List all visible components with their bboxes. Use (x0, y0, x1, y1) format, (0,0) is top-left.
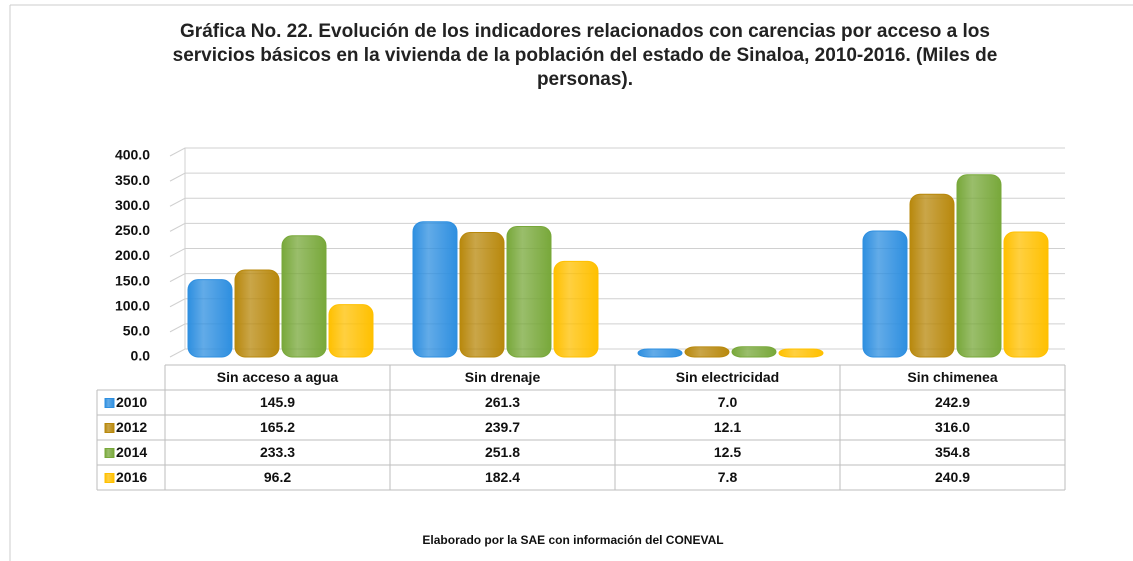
table-value: 96.2 (264, 469, 291, 485)
x-tick-label: Sin drenaje (465, 369, 541, 385)
legend-label: 2012 (116, 419, 147, 435)
table-value: 240.9 (935, 469, 970, 485)
legend-label: 2016 (116, 469, 147, 485)
y-tick-label: 100.0 (115, 297, 150, 313)
table-value: 165.2 (260, 419, 295, 435)
legend-swatch (104, 473, 115, 483)
y-tick-label: 400.0 (115, 147, 150, 163)
table-value: 145.9 (260, 394, 295, 410)
chart-title: Gráfica No. 22. Evolución de los indicad… (172, 21, 998, 90)
bar (956, 174, 1002, 358)
bar (1003, 231, 1049, 358)
bar (412, 221, 458, 358)
note: Elaborado por la SAE con información del… (422, 533, 723, 547)
bar (909, 193, 955, 358)
grid-line (169, 147, 1065, 157)
table-value: 251.8 (485, 444, 520, 460)
grid-line (169, 172, 1065, 182)
y-tick-label: 250.0 (115, 222, 150, 238)
bar (731, 346, 777, 358)
legend-label: 2010 (116, 394, 147, 410)
y-tick-label: 350.0 (115, 172, 150, 188)
legend-label: 2014 (116, 444, 147, 460)
table-value: 239.7 (485, 419, 520, 435)
table-value: 7.0 (718, 394, 738, 410)
table-value: 316.0 (935, 419, 970, 435)
x-tick-label: Sin chimenea (907, 369, 997, 385)
bar (862, 230, 908, 358)
table-value: 182.4 (485, 469, 520, 485)
legend-swatch (104, 423, 115, 433)
bar (234, 269, 280, 358)
y-tick-label: 0.0 (131, 348, 151, 364)
bar (459, 232, 505, 358)
bar (281, 235, 327, 358)
bar (778, 348, 824, 358)
table-value: 7.8 (718, 469, 738, 485)
bar (684, 346, 730, 358)
table-value: 12.1 (714, 419, 741, 435)
x-tick-label: Sin acceso a agua (217, 369, 339, 385)
y-tick-label: 50.0 (123, 323, 150, 339)
bar (553, 260, 599, 358)
x-tick-label: Sin electricidad (676, 369, 779, 385)
table-value: 12.5 (714, 444, 741, 460)
bar (637, 348, 683, 358)
legend-swatch (104, 448, 115, 458)
table-value: 261.3 (485, 394, 520, 410)
bar (328, 304, 374, 358)
table-value: 354.8 (935, 444, 970, 460)
table-value: 242.9 (935, 394, 970, 410)
table-value: 233.3 (260, 444, 295, 460)
y-tick-label: 300.0 (115, 197, 150, 213)
legend-swatch (104, 398, 115, 408)
y-tick-label: 150.0 (115, 272, 150, 288)
bar (506, 225, 552, 358)
y-tick-label: 200.0 (115, 247, 150, 263)
bar (187, 279, 233, 358)
